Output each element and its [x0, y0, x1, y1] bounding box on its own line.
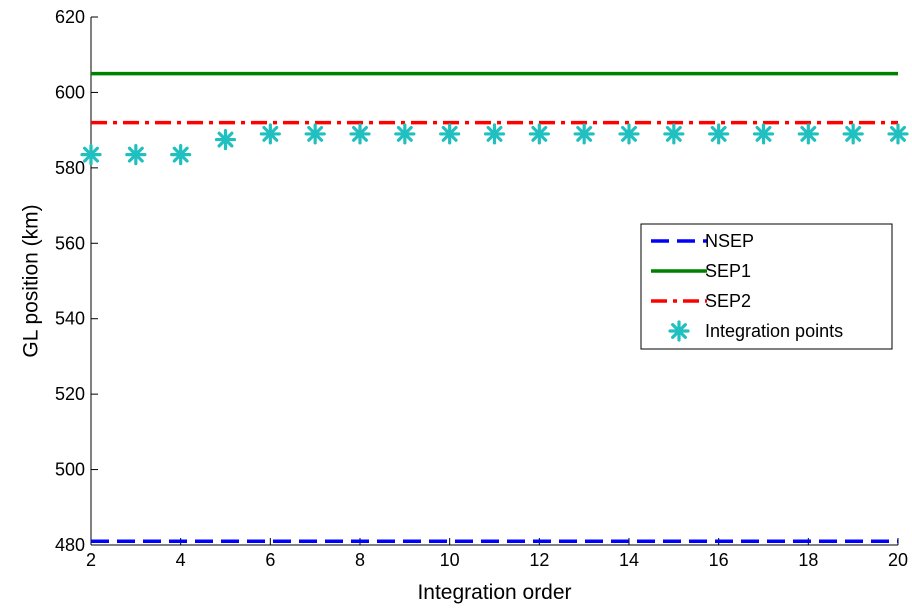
y-axis-label: GL position (km)	[19, 204, 42, 357]
y-tick-label: 600	[55, 82, 85, 102]
x-tick-label: 16	[709, 550, 729, 570]
data-point	[214, 128, 237, 151]
y-tick-label: 480	[55, 535, 85, 555]
data-point	[349, 123, 371, 145]
data-point	[483, 123, 506, 145]
x-tick-label: 6	[265, 550, 275, 570]
legend-label-sep2: SEP2	[705, 291, 751, 311]
data-point	[528, 123, 550, 145]
x-tick-label: 8	[355, 550, 365, 570]
series-layer	[80, 71, 909, 543]
data-point	[752, 123, 775, 145]
data-point	[663, 123, 685, 145]
x-tick-label: 12	[529, 550, 549, 570]
x-tick-label: 2	[86, 550, 96, 570]
y-tick-label: 540	[55, 309, 85, 329]
axes: 2 4 6 8 10 12 14 16 18 20 480 500 520 540 560 580 600 620	[55, 7, 908, 570]
data-point	[618, 123, 640, 145]
data-point	[259, 123, 281, 145]
x-axis-label: Integration order	[417, 581, 571, 604]
data-point	[394, 123, 416, 145]
legend-label-nsep: NSEP	[705, 231, 754, 251]
data-point	[573, 123, 595, 145]
data-point	[887, 123, 909, 145]
y-tick-label: 560	[55, 233, 85, 253]
y-tick-label: 500	[55, 460, 85, 480]
data-point	[170, 144, 192, 166]
legend-marker-integration-points	[668, 320, 690, 342]
x-tick-label: 18	[798, 550, 818, 570]
legend-label-integration-points: Integration points	[705, 321, 843, 341]
x-tick-label: 20	[888, 550, 908, 570]
y-tick-label: 620	[55, 7, 85, 27]
y-tick-label: 580	[55, 158, 85, 178]
x-tick-label: 4	[176, 550, 186, 570]
data-point	[842, 123, 864, 145]
data-point	[797, 123, 819, 145]
data-point	[80, 144, 102, 166]
data-point	[439, 123, 461, 145]
x-tick-label: 10	[440, 550, 460, 570]
data-point	[304, 123, 326, 145]
legend: NSEP SEP1 SEP2 Integration points	[640, 223, 893, 350]
y-tick-label: 520	[55, 384, 85, 404]
series-integration-points	[80, 123, 909, 166]
data-point	[708, 123, 730, 145]
x-tick-label: 14	[619, 550, 639, 570]
data-point	[125, 144, 147, 166]
legend-label-sep1: SEP1	[705, 261, 751, 281]
